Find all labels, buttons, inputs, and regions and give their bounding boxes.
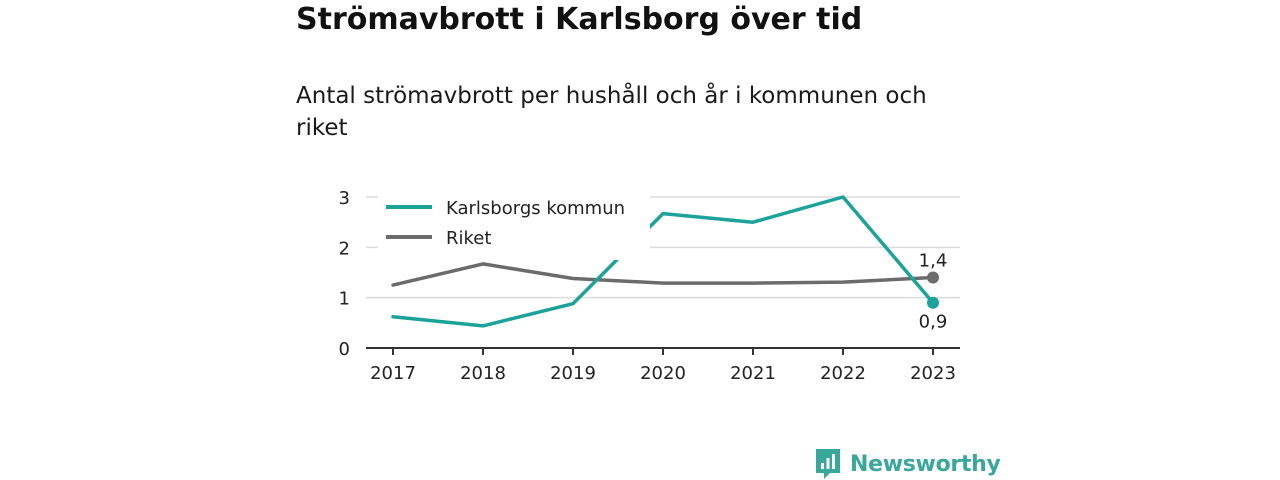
legend-label-karlsborg: Karlsborgs kommun (446, 198, 625, 219)
newsworthy-logo-icon (816, 449, 840, 479)
series-lines (391, 195, 935, 328)
x-tick-label: 2018 (460, 363, 506, 384)
legend: Karlsborgs kommun Riket (378, 190, 650, 260)
y-tick-label: 2 (339, 238, 350, 259)
x-tick-label: 2017 (370, 363, 416, 384)
end-label-riket: 1,4 (919, 251, 948, 272)
newsworthy-brand: Newsworthy (814, 446, 1001, 480)
y-axis-ticks: 0 1 2 3 (339, 188, 350, 360)
x-tick-label: 2023 (910, 363, 956, 384)
x-tick-label: 2020 (640, 363, 686, 384)
x-tick-label: 2019 (550, 363, 596, 384)
series-line-riket (391, 262, 935, 287)
end-points: 0,9 1,4 (919, 251, 948, 333)
x-tick-label: 2022 (820, 363, 866, 384)
chart-title: Strömavbrott i Karlsborg över tid (296, 2, 863, 37)
series-line-karlsborg (391, 195, 935, 328)
chart-subtitle: Antal strömavbrott per hushåll och år i … (296, 83, 927, 141)
end-label-karlsborg: 0,9 (919, 312, 948, 333)
legend-background (378, 190, 650, 260)
end-point-riket (927, 271, 939, 284)
x-axis: 2017 2018 2019 2020 2021 2022 2023 (366, 347, 960, 384)
legend-label-riket: Riket (446, 228, 491, 249)
x-tick-label: 2021 (730, 363, 776, 384)
y-tick-label: 1 (339, 289, 350, 310)
brand-name: Newsworthy (850, 451, 1001, 477)
y-tick-label: 3 (339, 188, 350, 209)
end-point-karlsborg (927, 296, 939, 309)
y-tick-label: 0 (339, 339, 350, 360)
